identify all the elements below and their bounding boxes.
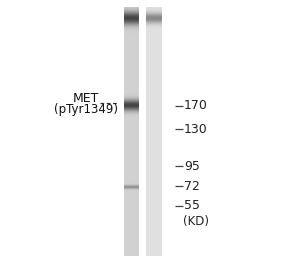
Text: 170: 170 [184,99,208,112]
Text: (KD): (KD) [183,215,209,228]
Text: MET: MET [73,92,100,106]
Text: 130: 130 [184,123,208,136]
Text: 95: 95 [184,160,200,173]
Text: 55: 55 [184,199,200,213]
Text: 72: 72 [184,180,200,193]
Text: (pTyr1349): (pTyr1349) [54,103,118,116]
